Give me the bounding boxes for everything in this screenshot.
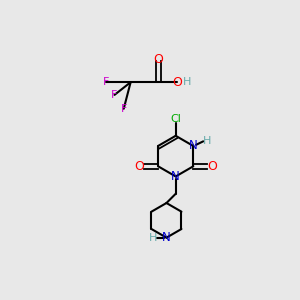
Text: O: O	[207, 160, 217, 173]
Text: N: N	[189, 140, 198, 152]
Text: O: O	[153, 52, 163, 66]
Text: H: H	[183, 77, 191, 87]
Text: N: N	[162, 231, 171, 244]
Text: F: F	[121, 104, 127, 114]
Text: O: O	[172, 76, 182, 89]
Text: H: H	[148, 233, 157, 243]
Text: N: N	[171, 170, 180, 183]
Text: Cl: Cl	[170, 114, 181, 124]
Text: O: O	[134, 160, 144, 173]
Text: F: F	[103, 77, 110, 87]
Text: F: F	[111, 90, 118, 100]
Text: H: H	[202, 136, 211, 146]
